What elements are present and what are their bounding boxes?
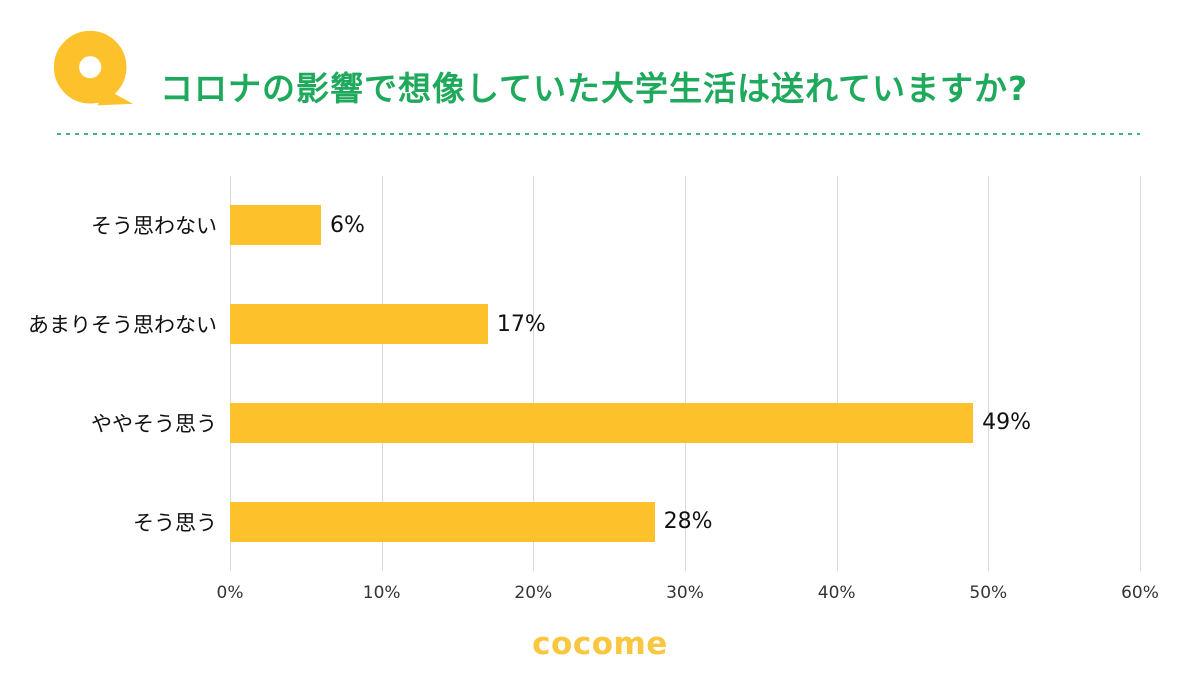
category-label: そう思わない <box>91 214 217 239</box>
x-axis-tick-label: 50% <box>969 583 1008 603</box>
bar <box>230 402 974 443</box>
dashed-divider <box>57 133 1140 135</box>
value-label: 17% <box>496 311 546 337</box>
x-axis-tick-label: 0% <box>216 583 244 603</box>
chart-title: コロナの影響で想像していた大学生活は送れていますか? <box>160 69 1029 108</box>
x-axis: 0% 10% 20% 30% 40% 50% 60% <box>217 583 1159 609</box>
footer: cocome <box>0 626 1200 662</box>
bar <box>230 501 655 542</box>
gridline <box>230 176 231 571</box>
category-label: ややそう思う <box>91 411 217 436</box>
gridline <box>533 176 535 571</box>
question-bubble-icon <box>52 26 136 116</box>
bar-row: そう思わない 6% <box>0 176 1200 275</box>
bar-chart: そう思わない 6% あまりそう思わない 17% ややそう思う 49% そう思う 28% 0% 1… <box>0 176 1200 616</box>
bar <box>230 205 321 246</box>
bar-track: 17% <box>230 304 1140 345</box>
gridline <box>381 176 383 571</box>
bar-row: そう思う 28% <box>0 472 1200 571</box>
gridlines <box>230 176 1141 571</box>
bar-track: 28% <box>230 501 1140 542</box>
gridline <box>988 176 990 571</box>
bar-row: あまりそう思わない 17% <box>0 275 1200 374</box>
gridline <box>1140 176 1141 571</box>
bar-rows: そう思わない 6% あまりそう思わない 17% ややそう思う 49% そう思う 28% <box>0 176 1200 571</box>
category-label: そう思う <box>133 510 217 535</box>
x-axis-tick-label: 60% <box>1121 583 1159 603</box>
bar-track: 49% <box>230 402 1140 443</box>
value-label: 6% <box>330 212 365 238</box>
cocome-logo: cocome <box>532 626 668 662</box>
category-label: あまりそう思わない <box>28 313 217 338</box>
bar <box>230 304 488 345</box>
x-axis-tick-label: 40% <box>817 583 856 603</box>
gridline <box>685 176 686 571</box>
gridline <box>836 176 838 571</box>
x-axis-tick-label: 10% <box>362 583 401 603</box>
x-axis-tick-label: 30% <box>666 583 704 603</box>
bar-track: 6% <box>230 205 1140 246</box>
value-label: 49% <box>982 410 1032 436</box>
bar-row: ややそう思う 49% <box>0 374 1200 473</box>
x-axis-tick-label: 20% <box>514 583 553 603</box>
value-label: 28% <box>663 509 713 535</box>
